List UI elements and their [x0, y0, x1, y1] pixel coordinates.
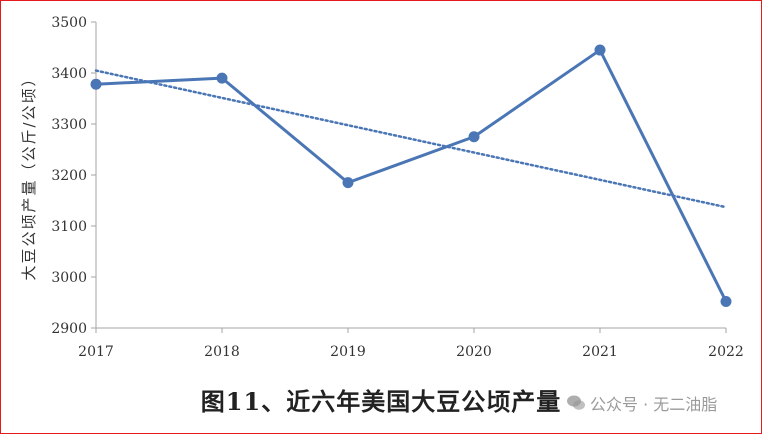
- y-tick-label: 3500: [51, 15, 87, 31]
- x-tick-label: 2018: [204, 344, 240, 360]
- line-chart: 2900 3000 3100 3200 3300 3400 3500 2017 2018 2019…: [20, 15, 744, 360]
- x-tick-label: 2021: [582, 344, 618, 360]
- x-tick-label: 2022: [708, 344, 744, 360]
- y-tick-label: 2900: [51, 321, 87, 337]
- data-point: [468, 131, 480, 143]
- x-tick-label: 2020: [456, 344, 492, 360]
- watermark-text: 公众号 · 无二油脂: [590, 395, 718, 414]
- axes: [91, 21, 727, 333]
- y-tick-label: 3200: [51, 168, 87, 184]
- data-point: [594, 44, 606, 56]
- data-point: [216, 72, 228, 84]
- watermark: 公众号 · 无二油脂: [566, 391, 717, 415]
- wechat-icon: [567, 395, 585, 410]
- data-point: [90, 78, 102, 90]
- x-tick-label: 2017: [78, 344, 114, 360]
- figure-caption: 图11、近六年美国大豆公顷产量: [200, 387, 562, 416]
- y-tick-label: 3000: [51, 270, 87, 286]
- y-axis-label: 大豆公顷产量（公斤/公顷）: [20, 69, 38, 280]
- x-tick-label: 2019: [330, 344, 366, 360]
- data-point: [342, 177, 354, 189]
- series-line: [95, 48, 728, 303]
- tick-labels: 2900 3000 3100 3200 3300 3400 3500 2017 2018 2019…: [51, 15, 743, 360]
- data-point: [720, 295, 732, 307]
- y-tick-label: 3100: [51, 219, 87, 235]
- trend-line: [94, 69, 728, 209]
- y-tick-label: 3300: [51, 117, 87, 133]
- data-points: [90, 44, 732, 307]
- y-tick-label: 3400: [51, 66, 87, 82]
